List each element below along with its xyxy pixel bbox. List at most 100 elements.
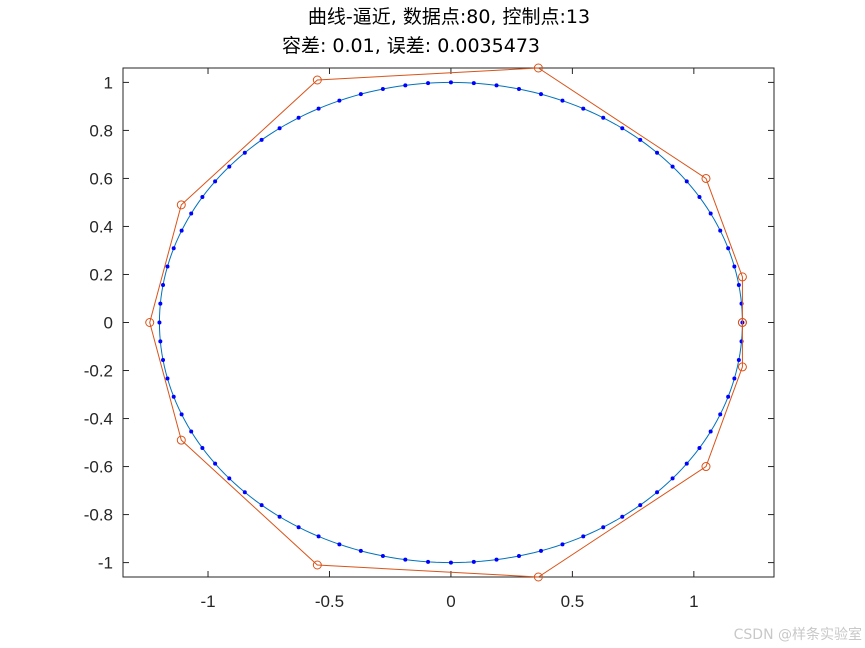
- data-point: [200, 195, 205, 200]
- y-tick-label: -0.2: [84, 362, 113, 381]
- data-point: [277, 514, 282, 519]
- data-point: [739, 301, 744, 306]
- data-point: [581, 534, 586, 539]
- data-point: [471, 559, 476, 564]
- data-point: [601, 115, 606, 120]
- data-point: [670, 164, 675, 169]
- data-point: [516, 553, 521, 558]
- data-point: [165, 376, 170, 381]
- data-point: [718, 228, 723, 233]
- control-point-marker: [533, 63, 543, 73]
- chart-title-line1: 曲线-逼近, 数据点:80, 控制点:13: [308, 6, 590, 28]
- data-point: [670, 476, 675, 481]
- data-point: [337, 98, 342, 103]
- data-point: [171, 394, 176, 399]
- y-tick-label: -0.4: [84, 410, 113, 429]
- data-point: [189, 211, 194, 216]
- y-tick-label: 0.4: [89, 217, 113, 236]
- x-axis: -1 -0.5 0 0.5 1: [200, 68, 699, 611]
- control-point-marker: [312, 75, 322, 85]
- data-point: [213, 179, 218, 184]
- data-point: [581, 106, 586, 111]
- data-point: [179, 412, 184, 417]
- data-point: [403, 83, 408, 88]
- x-tick-label: -1: [200, 592, 215, 611]
- data-point: [358, 92, 363, 97]
- chart-title-line2: 容差: 0.01, 误差: 0.0035473: [282, 35, 540, 57]
- data-point: [560, 542, 565, 547]
- y-tick-label: 0.8: [89, 121, 113, 140]
- control-point-marker: [737, 318, 747, 327]
- data-point: [471, 81, 476, 86]
- data-points-layer: [157, 80, 745, 565]
- data-point: [200, 445, 205, 450]
- data-point: [316, 106, 321, 111]
- data-point: [655, 150, 660, 155]
- data-point: [539, 548, 544, 553]
- control-point-marker: [701, 173, 711, 183]
- control-point-marker: [737, 272, 747, 282]
- data-point: [601, 525, 606, 530]
- data-point: [296, 525, 301, 530]
- data-point: [426, 559, 431, 564]
- y-tick-label: 1: [104, 73, 113, 92]
- data-point: [179, 228, 184, 233]
- y-tick-label: 0: [104, 314, 113, 333]
- data-point: [638, 503, 643, 508]
- data-point: [189, 429, 194, 434]
- y-tick-label: -1: [98, 554, 113, 573]
- data-point: [403, 557, 408, 562]
- data-point: [157, 320, 162, 325]
- data-point: [684, 179, 689, 184]
- data-point: [516, 87, 521, 92]
- y-tick-label: -0.8: [84, 506, 113, 525]
- data-point: [380, 87, 385, 92]
- data-point: [494, 557, 499, 562]
- data-point: [296, 115, 301, 120]
- data-point: [732, 376, 737, 381]
- data-point: [337, 542, 342, 547]
- data-point: [726, 394, 731, 399]
- data-point: [448, 560, 453, 565]
- control-point-marker: [737, 362, 747, 372]
- data-point: [227, 476, 232, 481]
- data-point: [494, 83, 499, 88]
- data-point: [736, 282, 741, 287]
- data-point: [277, 126, 282, 131]
- data-point: [161, 358, 166, 363]
- data-point: [697, 445, 702, 450]
- data-point: [259, 137, 264, 142]
- data-point: [165, 264, 170, 269]
- x-tick-label: 0: [446, 592, 455, 611]
- control-point-marker: [145, 318, 155, 327]
- watermark: CSDN @样条实验室: [734, 626, 862, 643]
- data-point: [426, 81, 431, 86]
- data-point: [718, 412, 723, 417]
- data-point: [380, 553, 385, 558]
- axes-box: [122, 67, 775, 578]
- data-point: [242, 150, 247, 155]
- data-point: [732, 264, 737, 269]
- y-tick-label: -0.6: [84, 458, 113, 477]
- x-tick-label: 1: [689, 592, 698, 611]
- control-polygon-line: [149, 67, 743, 578]
- data-point: [158, 339, 163, 344]
- control-point-marker: [312, 560, 322, 570]
- data-point: [539, 92, 544, 97]
- data-point: [158, 301, 163, 306]
- data-point: [708, 211, 713, 216]
- data-point: [708, 429, 713, 434]
- control-polygon-layer: [145, 63, 747, 582]
- y-axis: 1 0.8 0.6 0.4 0.2 0 -0.2 -0.4 -0.6 -0.8 -1: [84, 73, 774, 573]
- control-point-marker: [701, 462, 711, 472]
- y-tick-label: 0.6: [89, 169, 113, 188]
- data-point: [739, 339, 744, 344]
- data-point: [161, 282, 166, 287]
- data-point: [560, 98, 565, 103]
- control-point-marker: [176, 200, 186, 210]
- data-point: [726, 246, 731, 251]
- x-tick-label: 0.5: [561, 592, 585, 611]
- data-point: [684, 461, 689, 466]
- data-point: [448, 80, 453, 85]
- data-point: [259, 503, 264, 508]
